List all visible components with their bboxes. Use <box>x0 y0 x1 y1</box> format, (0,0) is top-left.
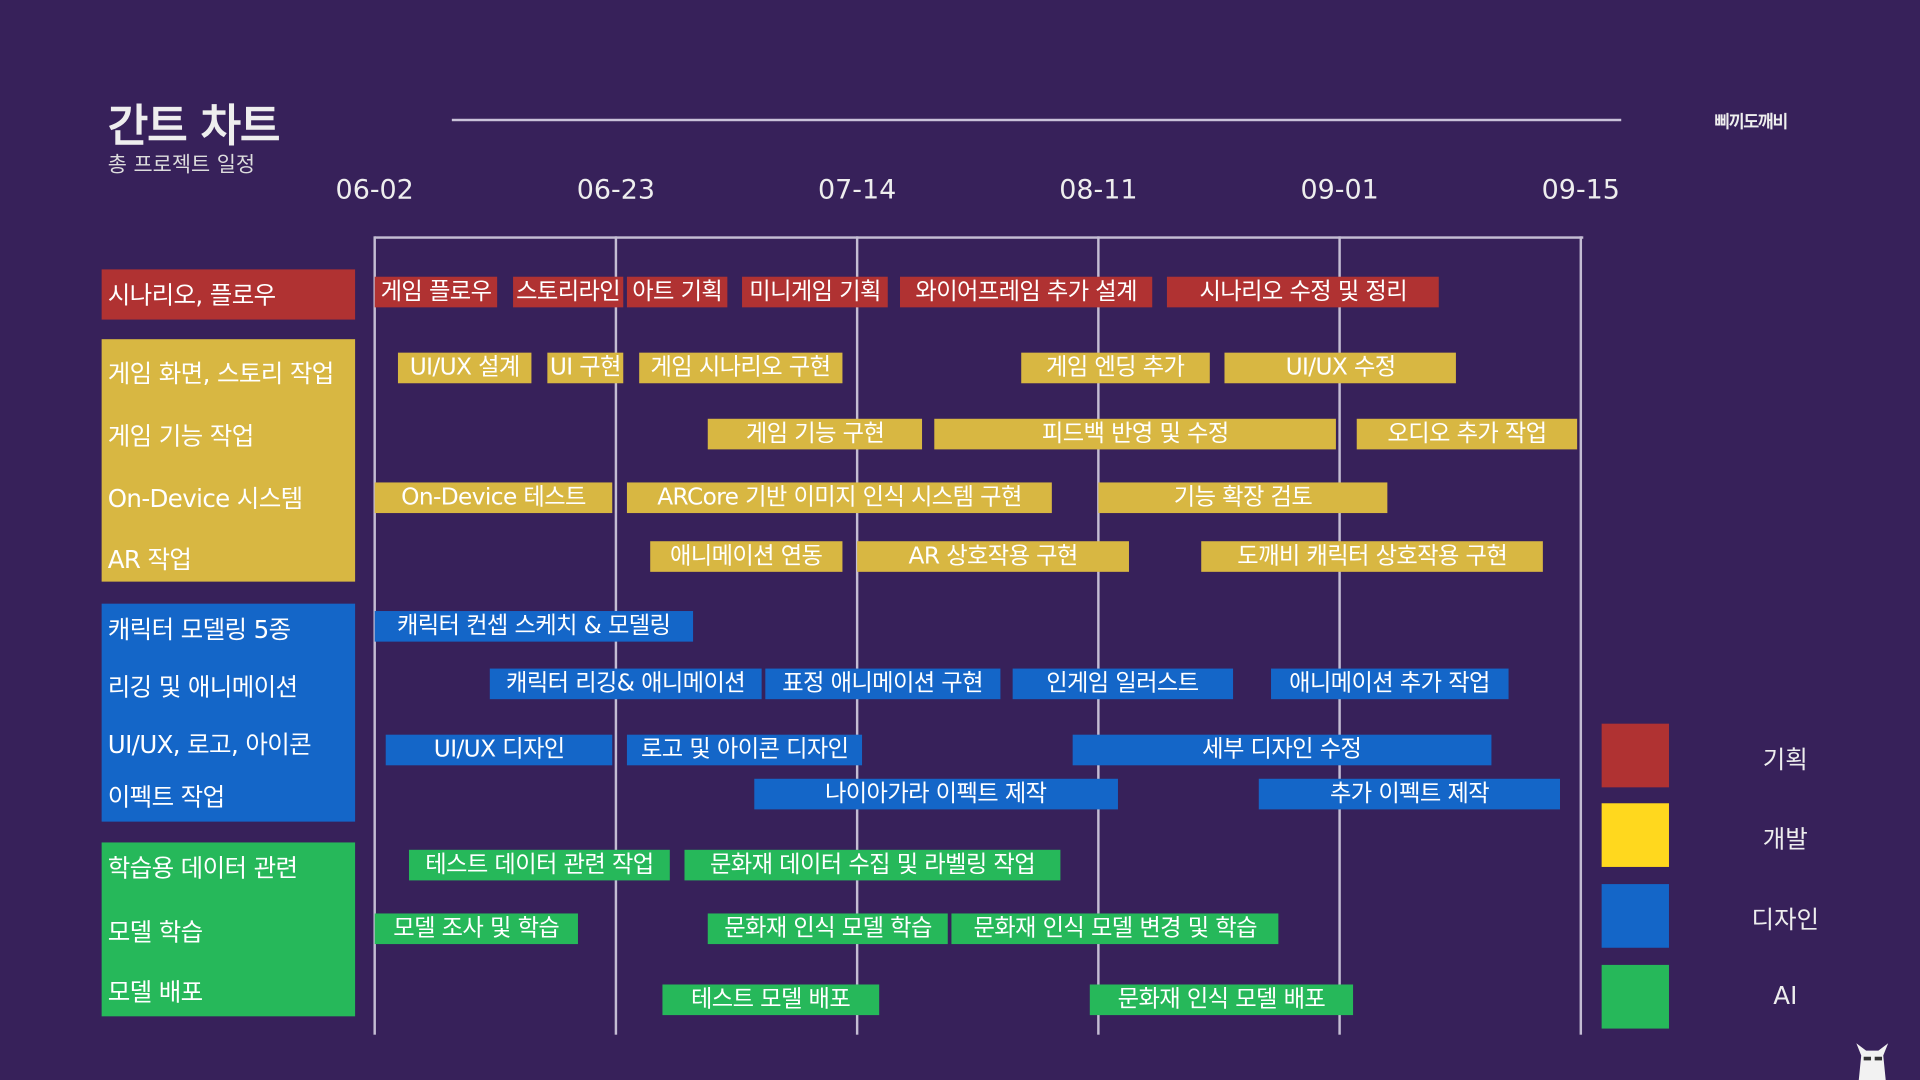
task-bar: 게임 엔딩 추가 <box>1020 352 1210 384</box>
task-bar: 문화재 인식 모델 학습 <box>707 913 949 945</box>
task-bar: 캐릭터 리깅& 애니메이션 <box>489 668 762 700</box>
task-bar: 문화재 데이터 수집 및 라벨링 작업 <box>684 849 1061 881</box>
category-label: 학습용 데이터 관련 <box>107 853 298 883</box>
legend-label: 기획 <box>1762 744 1808 774</box>
task-bar: 와이어프레임 추가 설계 <box>900 276 1153 308</box>
task-bar: 게임 플로우 <box>374 276 498 308</box>
category-block-1 <box>101 339 356 582</box>
category-block-3 <box>101 842 356 1017</box>
x-tick-label: 08-11 <box>1059 175 1138 206</box>
task-bar: 시나리오 수정 및 정리 <box>1167 276 1440 308</box>
category-label: UI/UX, 로고, 아이콘 <box>107 729 312 760</box>
task-bar: 애니메이션 추가 작업 <box>1270 668 1509 700</box>
title-divider <box>451 118 1622 122</box>
x-tick-label: 09-15 <box>1541 175 1620 206</box>
task-bar: 게임 기능 구현 <box>707 418 923 450</box>
task-bar: 문화재 인식 모델 배포 <box>1089 984 1354 1016</box>
x-tick-label: 06-23 <box>576 175 656 206</box>
grid-top-line <box>374 236 1584 239</box>
category-label: 시나리오, 플로우 <box>107 280 276 310</box>
chart-subtitle: 총 프로젝트 일정 <box>107 153 256 178</box>
category-label: 캐릭터 모델링 5종 <box>107 614 291 645</box>
task-bar: 테스트 모델 배포 <box>661 984 880 1016</box>
task-bar: 도깨비 캐릭터 상호작용 구현 <box>1201 541 1543 572</box>
category-label: 게임 화면, 스토리 작업 <box>107 358 335 389</box>
task-bar: 테스트 데이터 관련 작업 <box>409 849 670 881</box>
task-bar: 문화재 인식 모델 변경 및 학습 <box>951 913 1279 945</box>
legend-label: 개발 <box>1762 824 1808 854</box>
gridline <box>1579 236 1583 1035</box>
category-label: On-Device 시스템 <box>107 483 303 514</box>
legend-label: 디자인 <box>1751 904 1820 935</box>
gridline <box>1097 236 1100 1035</box>
legend-swatch <box>1601 884 1669 948</box>
category-label: 리깅 및 애니메이션 <box>107 672 298 702</box>
legend-swatch <box>1601 803 1669 867</box>
task-bar: 세부 디자인 수정 <box>1072 734 1491 766</box>
x-tick-label: 09-01 <box>1300 175 1379 206</box>
category-label: 게임 기능 작업 <box>107 421 254 451</box>
task-bar: 나이아가라 이펙트 제작 <box>753 778 1118 810</box>
task-bar: 피드백 반영 및 수정 <box>934 418 1336 450</box>
task-bar: 게임 시나리오 구현 <box>638 352 842 384</box>
task-bar: 애니메이션 연동 <box>650 541 842 572</box>
task-bar: UI/UX 수정 <box>1224 352 1457 384</box>
task-bar: 기능 확장 검토 <box>1098 482 1388 514</box>
task-bar: UI 구현 <box>546 352 624 384</box>
category-label: AR 작업 <box>107 544 192 575</box>
category-label: 모델 배포 <box>107 977 203 1007</box>
task-bar: AR 상호작용 구현 <box>857 541 1130 572</box>
legend-label: AI <box>1773 980 1798 1011</box>
task-bar: 추가 이펙트 제작 <box>1259 778 1560 810</box>
task-bar: 캐릭터 컨셉 스케치 & 모델링 <box>374 611 693 642</box>
task-bar: 미니게임 기획 <box>742 276 888 308</box>
category-block-2 <box>101 603 356 822</box>
mascot-icon <box>1856 1043 1889 1080</box>
brand-label: 삐끼도깨비 <box>1714 112 1788 133</box>
task-bar: 오디오 추가 작업 <box>1356 418 1578 450</box>
task-bar: ARCore 기반 이미지 인식 시스템 구현 <box>627 482 1052 514</box>
legend-swatch <box>1601 964 1669 1029</box>
x-tick-label: 07-14 <box>817 175 897 206</box>
task-bar: 인게임 일러스트 <box>1012 668 1233 700</box>
category-label: 이펙트 작업 <box>107 782 225 812</box>
task-bar: 모델 조사 및 학습 <box>374 913 578 945</box>
gridline <box>855 236 859 1035</box>
category-block-0 <box>101 269 356 320</box>
category-label: 모델 학습 <box>107 917 203 947</box>
task-bar: 스토리라인 <box>512 276 624 308</box>
task-bar: UI/UX 설계 <box>397 352 532 384</box>
task-bar: 로고 및 아이콘 디자인 <box>627 734 863 766</box>
task-bar: 아트 기획 <box>627 276 728 308</box>
task-bar: On-Device 테스트 <box>374 482 613 514</box>
x-tick-label: 06-02 <box>335 175 414 206</box>
gridline <box>1338 236 1341 1035</box>
task-bar: 표정 애니메이션 구현 <box>765 668 1000 700</box>
chart-title: 간트 차트 <box>107 101 281 152</box>
task-bar: UI/UX 디자인 <box>386 734 613 766</box>
legend-swatch <box>1601 723 1669 788</box>
